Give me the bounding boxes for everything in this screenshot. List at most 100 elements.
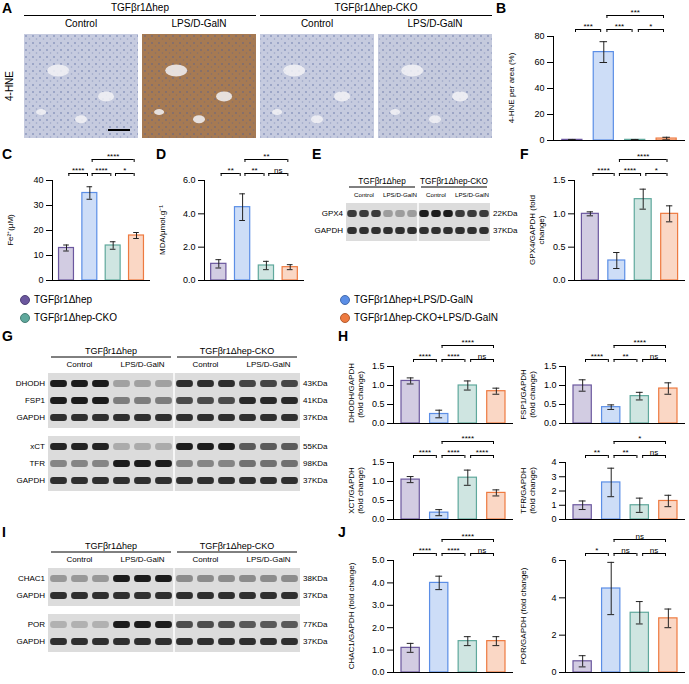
svg-text:1.5: 1.5: [372, 457, 385, 467]
svg-text:GAPDH: GAPDH: [17, 637, 46, 646]
svg-text:****: ****: [476, 448, 488, 457]
svg-text:LPS/D-GalN: LPS/D-GalN: [455, 191, 489, 198]
svg-text:6: 6: [551, 555, 556, 565]
svg-text:***: ***: [631, 8, 640, 17]
svg-text:GAPDH: GAPDH: [17, 591, 46, 600]
svg-text:0.5: 0.5: [553, 242, 566, 252]
svg-text:DHODH: DHODH: [16, 379, 46, 388]
svg-text:*: *: [649, 22, 652, 31]
svg-text:6.0: 6.0: [183, 175, 196, 185]
svg-text:****: ****: [462, 338, 474, 347]
svg-text:1.5: 1.5: [544, 361, 557, 371]
svg-text:GAPDH: GAPDH: [17, 413, 46, 422]
svg-text:****: ****: [597, 166, 609, 175]
svg-text:0.0: 0.0: [372, 514, 385, 524]
svg-text:4: 4: [551, 593, 556, 603]
svg-text:ns: ns: [650, 448, 658, 457]
svg-text:0: 0: [551, 514, 556, 524]
svg-text:TGFβr1Δhep: TGFβr1Δhep: [85, 346, 137, 356]
svg-text:2: 2: [551, 486, 556, 496]
svg-text:0: 0: [539, 135, 544, 145]
svg-text:1.5: 1.5: [553, 175, 566, 185]
svg-text:**: **: [594, 448, 600, 457]
svg-text:0: 0: [38, 275, 43, 285]
svg-text:1.5: 1.5: [372, 361, 385, 371]
svg-text:**: **: [622, 448, 628, 457]
svg-text:37KDa: 37KDa: [493, 226, 518, 235]
svg-text:***: ***: [583, 22, 592, 31]
svg-text:0.0: 0.0: [544, 418, 557, 428]
svg-text:1: 1: [551, 500, 556, 510]
svg-text:**: **: [263, 152, 269, 161]
svg-text:****: ****: [72, 166, 84, 175]
svg-text:*: *: [595, 546, 598, 555]
svg-text:****: ****: [447, 448, 459, 457]
svg-text:FSP1: FSP1: [25, 396, 46, 405]
svg-text:LPS/D-GalN: LPS/D-GalN: [120, 360, 164, 369]
svg-text:ns: ns: [478, 546, 486, 555]
svg-text:TGFβr1Δhep: TGFβr1Δhep: [358, 177, 406, 186]
svg-text:Control: Control: [426, 191, 446, 198]
svg-text:1.0: 1.0: [544, 380, 557, 390]
svg-text:GAPDH: GAPDH: [17, 476, 46, 485]
svg-text:41KDa: 41KDa: [303, 396, 328, 405]
svg-text:2.0: 2.0: [183, 242, 196, 252]
svg-text:1.0: 1.0: [372, 645, 385, 655]
svg-text:****: ****: [591, 352, 603, 361]
svg-text:2.0: 2.0: [372, 623, 385, 633]
svg-text:****: ****: [447, 352, 459, 361]
svg-text:**: **: [228, 166, 234, 175]
svg-text:ns: ns: [636, 532, 644, 541]
svg-text:37KDa: 37KDa: [303, 591, 328, 600]
svg-text:37KDa: 37KDa: [303, 413, 328, 422]
svg-text:*: *: [655, 166, 658, 175]
svg-text:*: *: [638, 434, 641, 443]
svg-text:xCT: xCT: [30, 442, 45, 451]
svg-text:****: ****: [419, 546, 431, 555]
svg-text:4.0: 4.0: [183, 209, 196, 219]
svg-text:1.0: 1.0: [553, 209, 566, 219]
svg-text:1.0: 1.0: [372, 380, 385, 390]
svg-text:*: *: [123, 166, 126, 175]
svg-text:TGFβr1Δhep-CKO: TGFβr1Δhep-CKO: [200, 346, 275, 356]
svg-text:37KDa: 37KDa: [303, 637, 328, 646]
svg-text:ns: ns: [621, 546, 629, 555]
svg-text:3: 3: [551, 472, 556, 482]
svg-text:****: ****: [419, 352, 431, 361]
svg-text:Control: Control: [67, 555, 93, 564]
svg-text:POR: POR: [28, 620, 46, 629]
svg-text:1.0: 1.0: [372, 476, 385, 486]
svg-text:Control: Control: [193, 360, 219, 369]
svg-text:ns: ns: [650, 352, 658, 361]
svg-text:0.5: 0.5: [372, 495, 385, 505]
svg-text:0.0: 0.0: [372, 418, 385, 428]
svg-text:22KDa: 22KDa: [493, 209, 518, 218]
svg-text:TFR: TFR: [29, 459, 45, 468]
svg-text:2: 2: [551, 630, 556, 640]
svg-text:TGFβr1Δhep-CKO: TGFβr1Δhep-CKO: [420, 177, 488, 186]
svg-text:LPS/D-GalN: LPS/D-GalN: [246, 555, 290, 564]
svg-text:30: 30: [33, 200, 43, 210]
svg-text:****: ****: [447, 546, 459, 555]
svg-text:****: ****: [107, 152, 119, 161]
svg-text:38KDa: 38KDa: [303, 574, 328, 583]
svg-text:43KDa: 43KDa: [303, 379, 328, 388]
svg-text:Control: Control: [193, 555, 219, 564]
svg-text:77KDa: 77KDa: [303, 620, 328, 629]
svg-text:0.0: 0.0: [183, 275, 196, 285]
svg-text:20: 20: [534, 109, 544, 119]
svg-text:0.5: 0.5: [372, 399, 385, 409]
svg-text:****: ****: [634, 338, 646, 347]
svg-text:37KDa: 37KDa: [303, 476, 328, 485]
svg-text:GPX4: GPX4: [322, 209, 344, 218]
svg-text:Control: Control: [67, 360, 93, 369]
svg-text:****: ****: [462, 532, 474, 541]
svg-text:40: 40: [33, 175, 43, 185]
svg-text:**: **: [622, 352, 628, 361]
svg-text:10: 10: [33, 250, 43, 260]
svg-text:****: ****: [624, 166, 636, 175]
svg-text:80: 80: [534, 31, 544, 41]
svg-text:98KDa: 98KDa: [303, 459, 328, 468]
svg-text:20: 20: [33, 225, 43, 235]
svg-text:5.0: 5.0: [372, 555, 385, 565]
